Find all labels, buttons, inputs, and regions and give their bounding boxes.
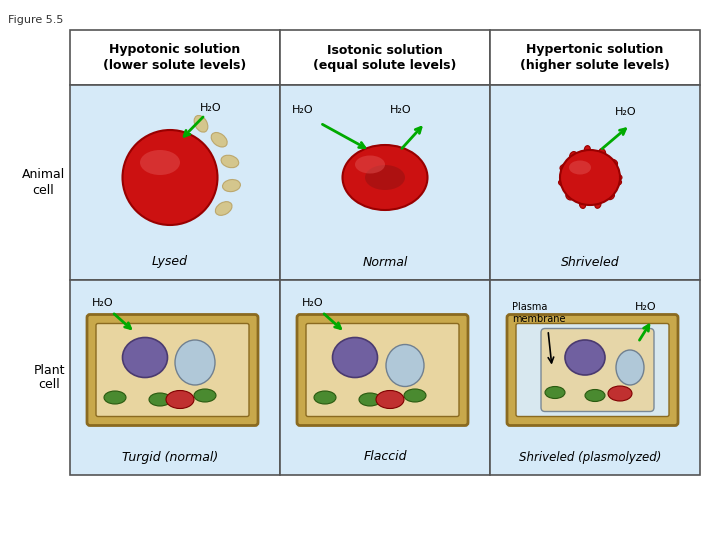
- Ellipse shape: [175, 340, 215, 385]
- Text: H₂O: H₂O: [92, 298, 114, 308]
- Ellipse shape: [376, 390, 404, 408]
- FancyBboxPatch shape: [541, 328, 654, 411]
- FancyBboxPatch shape: [87, 314, 258, 426]
- Ellipse shape: [569, 160, 591, 174]
- Ellipse shape: [560, 164, 568, 171]
- Text: Hypotonic solution
(lower solute levels): Hypotonic solution (lower solute levels): [104, 44, 247, 71]
- FancyBboxPatch shape: [70, 85, 280, 280]
- Ellipse shape: [104, 391, 126, 404]
- Ellipse shape: [333, 338, 377, 377]
- Ellipse shape: [560, 150, 620, 205]
- Text: Turgid (normal): Turgid (normal): [122, 450, 218, 463]
- Ellipse shape: [599, 148, 606, 156]
- FancyBboxPatch shape: [280, 85, 490, 280]
- Text: H₂O: H₂O: [292, 105, 314, 115]
- Ellipse shape: [585, 146, 590, 153]
- Ellipse shape: [359, 393, 381, 406]
- Ellipse shape: [222, 179, 240, 192]
- FancyBboxPatch shape: [306, 323, 459, 416]
- Ellipse shape: [149, 393, 171, 406]
- Ellipse shape: [122, 338, 168, 377]
- Ellipse shape: [215, 201, 232, 215]
- Ellipse shape: [194, 389, 216, 402]
- Ellipse shape: [616, 350, 644, 385]
- Ellipse shape: [580, 200, 585, 208]
- Ellipse shape: [314, 391, 336, 404]
- Ellipse shape: [595, 200, 601, 208]
- Text: Isotonic solution
(equal solute levels): Isotonic solution (equal solute levels): [313, 44, 456, 71]
- Ellipse shape: [211, 132, 228, 147]
- FancyBboxPatch shape: [70, 280, 280, 475]
- Text: H₂O: H₂O: [200, 103, 222, 113]
- Text: Animal
cell: Animal cell: [22, 168, 65, 197]
- Ellipse shape: [355, 156, 385, 173]
- Text: H₂O: H₂O: [302, 298, 323, 308]
- Ellipse shape: [166, 390, 194, 408]
- Text: Hypertonic solution
(higher solute levels): Hypertonic solution (higher solute level…: [520, 44, 670, 71]
- FancyBboxPatch shape: [280, 30, 490, 85]
- Text: H₂O: H₂O: [615, 107, 636, 117]
- Text: H₂O: H₂O: [390, 105, 412, 115]
- FancyBboxPatch shape: [96, 323, 249, 416]
- Ellipse shape: [565, 340, 605, 375]
- Text: Flaccid: Flaccid: [364, 450, 407, 463]
- Text: Plant
cell: Plant cell: [34, 363, 65, 392]
- Ellipse shape: [221, 155, 239, 168]
- Text: Figure 5.5: Figure 5.5: [8, 15, 63, 25]
- Ellipse shape: [566, 193, 573, 200]
- FancyBboxPatch shape: [490, 30, 700, 85]
- Ellipse shape: [585, 389, 605, 402]
- FancyBboxPatch shape: [490, 280, 700, 475]
- Text: Normal: Normal: [362, 255, 408, 268]
- Text: Lysed: Lysed: [152, 255, 188, 268]
- Ellipse shape: [613, 179, 621, 185]
- FancyBboxPatch shape: [280, 280, 490, 475]
- FancyBboxPatch shape: [490, 85, 700, 280]
- Text: H₂O: H₂O: [635, 302, 657, 312]
- Ellipse shape: [610, 159, 618, 166]
- Ellipse shape: [343, 145, 428, 210]
- Ellipse shape: [607, 193, 614, 200]
- FancyBboxPatch shape: [507, 314, 678, 426]
- Ellipse shape: [365, 165, 405, 190]
- Ellipse shape: [614, 174, 622, 180]
- Ellipse shape: [570, 152, 577, 159]
- Ellipse shape: [122, 130, 217, 225]
- FancyBboxPatch shape: [516, 323, 669, 416]
- FancyBboxPatch shape: [297, 314, 468, 426]
- Ellipse shape: [559, 180, 567, 186]
- Ellipse shape: [194, 116, 208, 132]
- Ellipse shape: [608, 386, 632, 401]
- Ellipse shape: [404, 389, 426, 402]
- Ellipse shape: [545, 387, 565, 399]
- Text: Plasma
membrane: Plasma membrane: [512, 302, 565, 323]
- Ellipse shape: [140, 150, 180, 175]
- FancyBboxPatch shape: [70, 30, 280, 85]
- Text: Shriveled (plasmolyzed): Shriveled (plasmolyzed): [519, 450, 661, 463]
- Text: Shriveled: Shriveled: [561, 255, 619, 268]
- Ellipse shape: [386, 345, 424, 387]
